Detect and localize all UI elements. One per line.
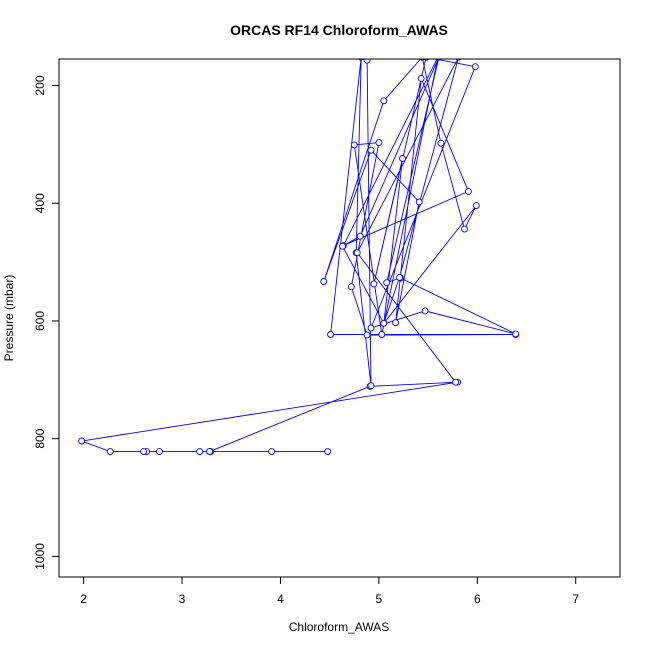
y-axis-label: Pressure (mbar): [2, 275, 16, 362]
data-point: [320, 278, 328, 285]
data-point: [380, 97, 388, 105]
y-axis: 200 400 600 800 1000: [33, 75, 60, 570]
data-point: [347, 283, 355, 291]
data-point: [380, 319, 388, 327]
data-point: [268, 448, 276, 456]
data-point: [339, 242, 346, 250]
x-tick-label: 3: [179, 592, 186, 606]
x-tick-label: 2: [80, 592, 87, 606]
data-point: [464, 187, 472, 195]
plot-frame: [58, 58, 621, 578]
data-point: [353, 249, 361, 257]
data-point: [396, 273, 403, 281]
data-point: [392, 319, 400, 327]
series-layer: [78, 59, 520, 456]
data-point: [461, 225, 468, 233]
data-point: [437, 139, 445, 147]
data-point: [378, 331, 386, 338]
data-point: [415, 198, 423, 206]
data-point: [370, 280, 378, 288]
data-point: [399, 155, 406, 162]
x-axis-label: Chloroform_AWAS: [289, 620, 389, 634]
y-tick-label: 600: [33, 311, 47, 331]
series-line-1: [79, 381, 458, 453]
data-point: [375, 139, 383, 147]
series-line-2: [323, 59, 516, 386]
y-tick-label: 200: [33, 75, 47, 95]
data-point: [324, 448, 332, 456]
data-point: [78, 437, 86, 445]
x-tick-label: 7: [572, 592, 579, 606]
x-tick-label: 6: [474, 592, 481, 606]
data-point: [206, 448, 214, 456]
data-point: [383, 279, 391, 287]
data-point: [367, 382, 375, 390]
y-tick-label: 1000: [33, 543, 47, 570]
data-point: [367, 146, 375, 154]
data-point: [512, 330, 520, 338]
data-point: [363, 59, 371, 64]
data-point: [472, 202, 480, 210]
data-point: [327, 331, 335, 338]
data-point: [356, 232, 364, 240]
data-point: [367, 324, 375, 332]
y-tick-label: 400: [33, 193, 47, 213]
data-point: [155, 448, 163, 456]
data-point: [452, 378, 460, 386]
y-tick-label: 800: [33, 428, 47, 448]
data-point: [417, 74, 425, 82]
data-point: [350, 141, 358, 149]
data-point: [471, 63, 479, 71]
x-tick-label: 5: [376, 592, 383, 606]
data-point: [421, 307, 429, 315]
data-point: [106, 448, 114, 456]
data-point: [196, 448, 204, 456]
x-tick-label: 4: [277, 592, 284, 606]
chart-title: ORCAS RF14 Chloroform_AWAS: [230, 22, 448, 38]
data-point: [363, 331, 371, 339]
data-point: [140, 448, 148, 456]
x-axis: 2 3 4 5 6 7: [80, 576, 579, 606]
